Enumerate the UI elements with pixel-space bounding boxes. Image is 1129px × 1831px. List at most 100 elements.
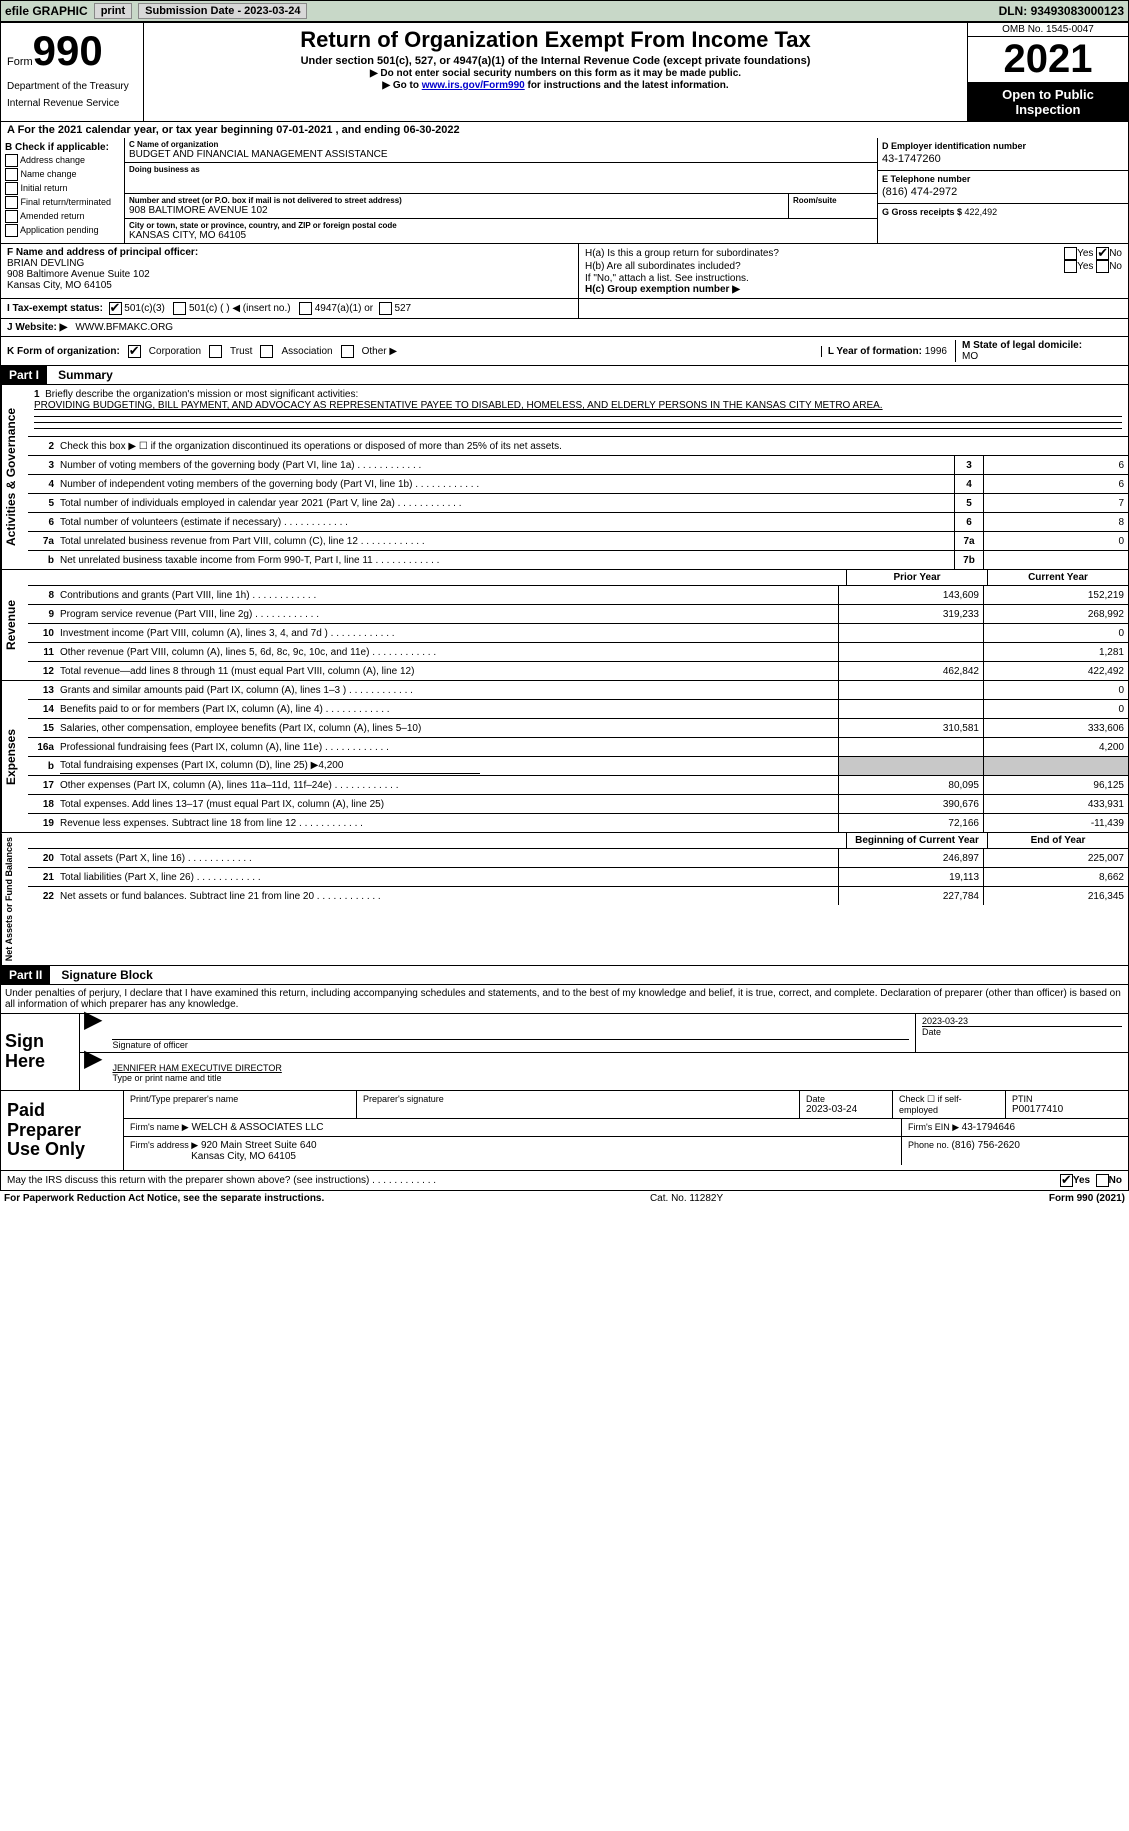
ein-label: D Employer identification number [882, 141, 1124, 151]
form-title: Return of Organization Exempt From Incom… [150, 27, 961, 53]
sidebar-netassets: Net Assets or Fund Balances [1, 833, 28, 965]
block-b-label: B Check if applicable: [5, 142, 120, 153]
prep-h4: Check ☐ if self-employed [899, 1094, 999, 1115]
period-line: A For the 2021 calendar year, or tax yea… [0, 122, 1129, 138]
fh-row: F Name and address of principal officer:… [0, 244, 1129, 299]
cb-trust[interactable] [209, 345, 222, 358]
cb-discuss-yes[interactable] [1060, 1174, 1073, 1187]
line16a-curr: 4,200 [983, 738, 1128, 756]
sign-section: Sign Here ▶ Signature of officer 2023-03… [0, 1014, 1129, 1091]
line11-prior [838, 643, 983, 661]
officer-print-name: JENNIFER HAM EXECUTIVE DIRECTOR [112, 1063, 1122, 1073]
open-to-public: Open to Public Inspection [968, 83, 1128, 121]
line7a-val: 0 [983, 532, 1128, 550]
mission-block: 1 Briefly describe the organization's mi… [28, 385, 1128, 436]
cb-initial-return[interactable] [5, 182, 18, 195]
line13-prior [838, 681, 983, 699]
line6-desc: Total number of volunteers (estimate if … [60, 515, 954, 530]
cb-ha-no[interactable] [1096, 247, 1109, 260]
preparer-section: Paid Preparer Use Only Print/Type prepar… [0, 1091, 1129, 1171]
cb-discuss-no[interactable] [1096, 1174, 1109, 1187]
cb-name-change[interactable] [5, 168, 18, 181]
cb-hb-no[interactable] [1096, 260, 1109, 273]
netassets-section: Net Assets or Fund Balances Beginning of… [0, 833, 1129, 966]
line21-end: 8,662 [983, 868, 1128, 886]
hb-label: H(b) Are all subordinates included? [585, 261, 1064, 272]
line12-curr: 422,492 [983, 662, 1128, 680]
tax-year: 2021 [968, 37, 1128, 83]
room-label: Room/suite [793, 196, 873, 205]
line10-desc: Investment income (Part VIII, column (A)… [60, 626, 838, 641]
cb-527[interactable] [379, 302, 392, 315]
cb-4947[interactable] [299, 302, 312, 315]
line8-curr: 152,219 [983, 586, 1128, 604]
form-header: Form990 Department of the Treasury Inter… [0, 22, 1129, 122]
line20-end: 225,007 [983, 849, 1128, 867]
part1-title: Summary [50, 366, 121, 384]
cb-hb-yes[interactable] [1064, 260, 1077, 273]
ptin-value: P00177410 [1012, 1104, 1122, 1115]
instructions-link[interactable]: www.irs.gov/Form990 [422, 80, 525, 91]
footer-cat: Cat. No. 11282Y [324, 1193, 1049, 1204]
firm-phone: (816) 756-2620 [952, 1140, 1020, 1151]
form-number: 990 [33, 27, 103, 74]
block-j-in-h [579, 299, 591, 318]
form-word: Form [7, 56, 33, 68]
cb-final-return[interactable] [5, 196, 18, 209]
part2-label: Part II [1, 966, 50, 984]
print-name-label: Type or print name and title [112, 1073, 1122, 1083]
line16a-prior [838, 738, 983, 756]
ij-row: I Tax-exempt status: 501(c)(3) 501(c) ( … [0, 299, 1129, 319]
firm-addr1: 920 Main Street Suite 640 [201, 1140, 317, 1151]
city-label: City or town, state or province, country… [129, 221, 873, 230]
print-button[interactable]: print [94, 3, 132, 19]
addr-label: Number and street (or P.O. box if mail i… [129, 196, 784, 205]
line15-prior: 310,581 [838, 719, 983, 737]
omb-number: OMB No. 1545-0047 [968, 23, 1128, 37]
line12-prior: 462,842 [838, 662, 983, 680]
mission-text: PROVIDING BUDGETING, BILL PAYMENT, AND A… [34, 400, 883, 411]
line11-desc: Other revenue (Part VIII, column (A), li… [60, 645, 838, 660]
prep-date: 2023-03-24 [806, 1104, 886, 1115]
line3-desc: Number of voting members of the governin… [60, 458, 954, 473]
line18-curr: 433,931 [983, 795, 1128, 813]
line14-curr: 0 [983, 700, 1128, 718]
tel-value: (816) 474-2972 [882, 184, 1124, 200]
officer-addr2: Kansas City, MO 64105 [7, 280, 572, 291]
line21-desc: Total liabilities (Part X, line 26) [60, 870, 838, 885]
cb-501c[interactable] [173, 302, 186, 315]
tel-label: E Telephone number [882, 174, 1124, 184]
cb-application[interactable] [5, 224, 18, 237]
prep-h2: Preparer's signature [363, 1094, 793, 1104]
line6-val: 8 [983, 513, 1128, 531]
line5-desc: Total number of individuals employed in … [60, 496, 954, 511]
line8-desc: Contributions and grants (Part VIII, lin… [60, 588, 838, 603]
cb-other[interactable] [341, 345, 354, 358]
cb-amended[interactable] [5, 210, 18, 223]
block-j: J Website: ▶ WWW.BFMAKC.ORG [0, 319, 1129, 337]
cb-501c3[interactable] [109, 302, 122, 315]
line22-begin: 227,784 [838, 887, 983, 905]
sig-arrow-icon-2: ▶ [80, 1053, 106, 1085]
goto-line: ▶ Go to www.irs.gov/Form990 for instruct… [150, 80, 961, 91]
prep-h5: PTIN [1012, 1094, 1122, 1104]
cb-corp[interactable] [128, 345, 141, 358]
dln-display: DLN: 93493083000123 [999, 4, 1124, 18]
line18-desc: Total expenses. Add lines 13–17 (must eq… [60, 797, 838, 812]
line14-prior [838, 700, 983, 718]
org-name: BUDGET AND FINANCIAL MANAGEMENT ASSISTAN… [129, 149, 873, 160]
city-state-zip: KANSAS CITY, MO 64105 [129, 230, 873, 241]
submission-date-button[interactable]: Submission Date - 2023-03-24 [138, 3, 307, 19]
firm-addr2: Kansas City, MO 64105 [191, 1151, 296, 1162]
preparer-label: Paid Preparer Use Only [1, 1091, 124, 1170]
cb-address-change[interactable] [5, 154, 18, 167]
sidebar-expenses: Expenses [1, 681, 28, 832]
block-l: L Year of formation: 1996 [821, 346, 947, 357]
website-value: WWW.BFMAKC.ORG [75, 322, 173, 333]
prep-h1: Print/Type preparer's name [130, 1094, 350, 1104]
cb-assoc[interactable] [260, 345, 273, 358]
officer-addr1: 908 Baltimore Avenue Suite 102 [7, 269, 572, 280]
activities-section: Activities & Governance 1 Briefly descri… [0, 385, 1129, 570]
line7a-desc: Total unrelated business revenue from Pa… [60, 534, 954, 549]
cb-ha-yes[interactable] [1064, 247, 1077, 260]
